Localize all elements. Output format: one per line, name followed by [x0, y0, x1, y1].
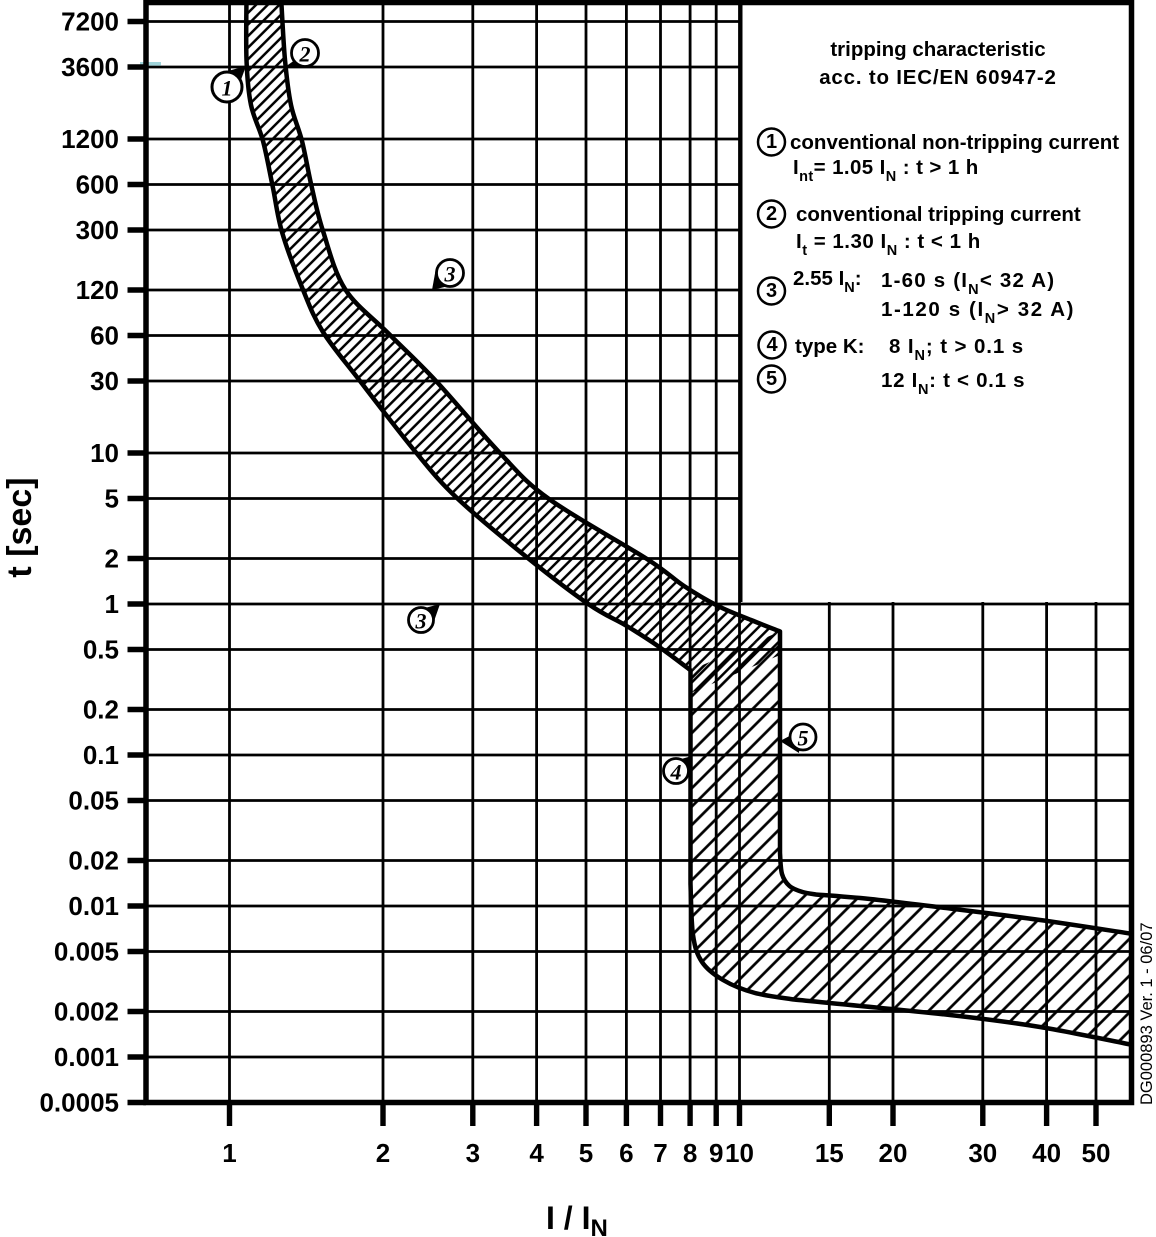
svg-text:10: 10 — [90, 438, 119, 468]
svg-text:DG000893 Ver. 1 - 06/07: DG000893 Ver. 1 - 06/07 — [1138, 922, 1156, 1105]
svg-text:15: 15 — [815, 1138, 844, 1168]
svg-text:acc. to IEC/EN 60947-2: acc. to IEC/EN 60947-2 — [819, 66, 1057, 89]
svg-text:5: 5 — [105, 484, 119, 514]
svg-text:3: 3 — [766, 280, 777, 302]
svg-text:0.02: 0.02 — [68, 846, 119, 876]
svg-text:0.005: 0.005 — [54, 937, 119, 967]
svg-text:3: 3 — [415, 609, 427, 634]
svg-text:3: 3 — [466, 1138, 480, 1168]
svg-text:t [sec]: t [sec] — [1, 477, 39, 577]
svg-text:5: 5 — [798, 726, 809, 751]
svg-text:0.001: 0.001 — [54, 1042, 119, 1072]
svg-text:2: 2 — [105, 544, 119, 574]
svg-text:60: 60 — [90, 321, 119, 351]
svg-text:1: 1 — [222, 1138, 236, 1168]
svg-text:4: 4 — [670, 760, 682, 785]
svg-text:30: 30 — [968, 1138, 997, 1168]
svg-text:4: 4 — [766, 334, 778, 356]
svg-text:10: 10 — [725, 1138, 754, 1168]
svg-text:1: 1 — [105, 589, 119, 619]
svg-text:0.002: 0.002 — [54, 997, 119, 1027]
svg-text:3: 3 — [444, 262, 456, 287]
svg-text:9: 9 — [709, 1138, 723, 1168]
svg-text:2: 2 — [766, 203, 777, 225]
svg-text:1200: 1200 — [61, 124, 119, 154]
svg-text:5: 5 — [766, 368, 777, 390]
svg-text:3600: 3600 — [61, 52, 119, 82]
svg-text:300: 300 — [76, 215, 119, 245]
svg-text:6: 6 — [619, 1138, 633, 1168]
svg-text:1: 1 — [766, 131, 777, 153]
svg-text:type K:: type K: — [795, 335, 864, 358]
svg-text:0.1: 0.1 — [83, 740, 119, 770]
svg-text:7: 7 — [653, 1138, 667, 1168]
svg-text:5: 5 — [579, 1138, 593, 1168]
svg-text:8: 8 — [683, 1138, 697, 1168]
svg-text:50: 50 — [1082, 1138, 1111, 1168]
svg-text:0.5: 0.5 — [83, 635, 119, 665]
svg-text:0.01: 0.01 — [68, 891, 119, 921]
svg-text:1: 1 — [222, 76, 233, 101]
svg-text:2: 2 — [299, 42, 311, 67]
svg-text:0.2: 0.2 — [83, 695, 119, 725]
svg-text:4: 4 — [529, 1138, 544, 1168]
svg-text:conventional non-tripping curr: conventional non-tripping current — [790, 131, 1119, 154]
svg-text:0.05: 0.05 — [68, 786, 119, 816]
svg-text:600: 600 — [76, 170, 119, 200]
svg-text:7200: 7200 — [61, 7, 119, 37]
svg-text:30: 30 — [90, 366, 119, 396]
svg-text:2: 2 — [376, 1138, 390, 1168]
svg-text:conventional tripping current: conventional tripping current — [796, 203, 1081, 226]
svg-text:120: 120 — [76, 275, 119, 305]
svg-text:tripping characteristic: tripping characteristic — [830, 38, 1045, 61]
svg-text:40: 40 — [1032, 1138, 1061, 1168]
svg-text:20: 20 — [879, 1138, 908, 1168]
svg-text:0.0005: 0.0005 — [39, 1088, 119, 1118]
